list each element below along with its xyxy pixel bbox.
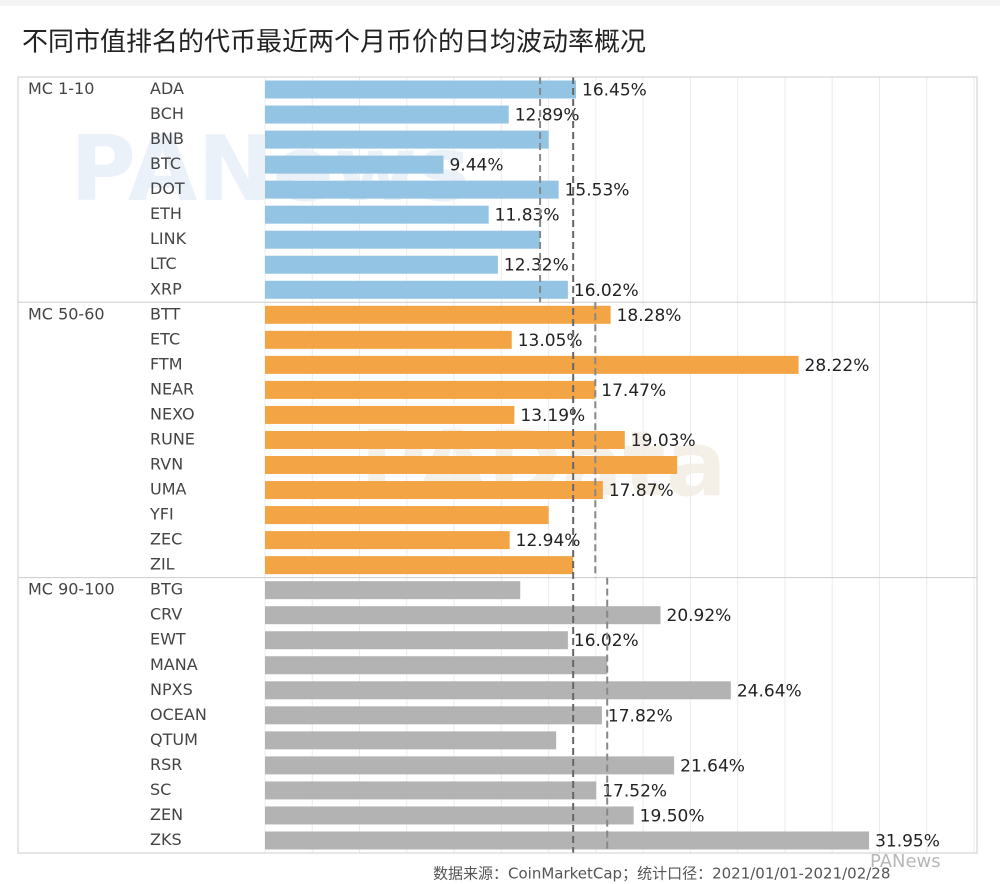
category-label: UMA (150, 480, 187, 499)
value-label: 16.02% (574, 631, 639, 651)
value-label: 17.82% (608, 706, 673, 726)
bar (265, 305, 611, 324)
header-strip (0, 0, 1000, 6)
bar (265, 656, 608, 675)
value-label: 24.64% (737, 681, 802, 701)
bar (265, 681, 731, 700)
bar (265, 831, 870, 850)
category-label: RSR (150, 755, 182, 774)
category-label: NPXS (150, 680, 193, 699)
bar (265, 631, 568, 650)
source-note: 数据来源：CoinMarketCap；统计口径：2021/01/01-2021/… (433, 865, 890, 883)
category-label: FTM (150, 354, 183, 373)
category-label: QTUM (150, 730, 198, 749)
bar (265, 756, 675, 775)
value-label: 11.83% (495, 206, 560, 226)
watermark: PANews (870, 851, 941, 872)
category-label: EWT (150, 630, 186, 649)
value-label: 9.44% (449, 156, 503, 176)
bar (265, 506, 549, 525)
bar (265, 155, 444, 174)
category-label: ZEC (150, 530, 182, 549)
category-label: NEAR (150, 379, 194, 398)
group-label: MC 90-100 (28, 580, 115, 599)
category-label: CRV (150, 605, 182, 624)
value-label: 17.52% (602, 781, 667, 801)
value-label: 18.28% (617, 306, 682, 326)
bar (265, 781, 597, 800)
category-label: DOT (150, 179, 185, 198)
value-label: 31.95% (875, 831, 940, 851)
category-label: BNB (150, 129, 184, 148)
bar (265, 531, 510, 550)
value-label: 17.87% (609, 481, 674, 501)
category-label: SC (150, 780, 171, 799)
category-label: LTC (150, 254, 177, 273)
category-label: ZEN (150, 805, 183, 824)
bar (265, 355, 799, 374)
category-label: ZKS (150, 830, 182, 849)
value-label: 13.05% (518, 331, 583, 351)
bar (265, 205, 489, 224)
category-label: YFI (149, 505, 174, 524)
value-label: 12.94% (516, 531, 581, 551)
bar (265, 130, 549, 149)
value-label: 17.47% (601, 381, 666, 401)
category-label: BCH (150, 104, 184, 123)
value-label: 21.64% (680, 756, 745, 776)
bar (265, 380, 596, 399)
value-label: 28.22% (805, 356, 870, 376)
value-label: 15.53% (565, 181, 630, 201)
bar (265, 180, 559, 199)
value-label: 20.92% (667, 606, 732, 626)
bar (265, 405, 515, 424)
bar (265, 430, 625, 449)
bar (265, 456, 678, 474)
group-label: MC 1-10 (28, 79, 94, 98)
category-label: BTC (150, 154, 181, 173)
category-label: ETC (150, 329, 180, 348)
bar (265, 105, 509, 124)
group-label: MC 50-60 (28, 304, 105, 323)
bar (265, 706, 602, 725)
value-label: 16.02% (574, 281, 639, 301)
value-label: 13.19% (520, 406, 585, 426)
bar (265, 606, 661, 625)
category-label: LINK (150, 229, 187, 248)
category-label: BTG (150, 580, 183, 599)
category-label: OCEAN (150, 705, 207, 724)
bar (265, 581, 521, 600)
category-label: ETH (150, 204, 182, 223)
value-label: 19.50% (640, 806, 705, 826)
category-label: RVN (150, 455, 183, 474)
plot-frame (17, 76, 978, 854)
value-label: 19.03% (631, 431, 696, 451)
bar (265, 481, 603, 500)
bar (265, 230, 541, 249)
bar (265, 255, 498, 274)
value-label: 12.32% (504, 256, 569, 276)
category-label: XRP (150, 279, 182, 298)
category-label: ZIL (150, 555, 175, 574)
category-label: NEXO (150, 404, 195, 423)
bar (265, 330, 512, 349)
chart-title: 不同市值排名的代币最近两个月币价的日均波动率概况 (22, 28, 646, 58)
bar (265, 556, 574, 575)
category-label: MANA (150, 655, 198, 674)
value-label: 16.45% (582, 81, 647, 101)
bar (265, 280, 568, 299)
bar (265, 731, 557, 750)
category-label: ADA (150, 79, 184, 98)
bar (265, 80, 577, 99)
value-label: 12.89% (515, 106, 580, 126)
category-label: BTT (150, 304, 180, 323)
category-label: RUNE (150, 429, 195, 448)
bar (265, 806, 634, 825)
